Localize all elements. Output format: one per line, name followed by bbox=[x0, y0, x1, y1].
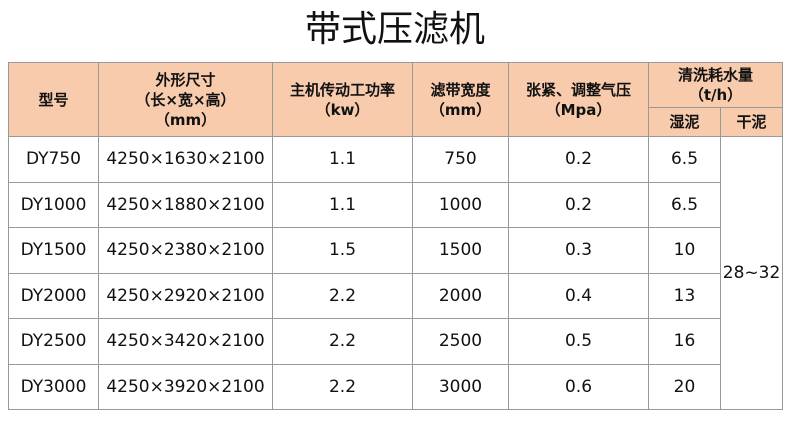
table-header: 型号 外形尺寸 （长×宽×高） （mm） 主机传动工功率 （kw） 滤带宽度 （mm） … bbox=[8, 62, 784, 137]
table-cell: DY3000 bbox=[8, 363, 99, 410]
header-line: （长×宽×高） bbox=[135, 90, 236, 109]
table-row: DY750 4250×1630×2100 1.1 750 0.2 6.5 28~32 bbox=[8, 136, 784, 410]
table-cell: DY2000 bbox=[8, 272, 99, 319]
header-line: （t/h） bbox=[688, 86, 743, 104]
table-cell: 6.5 bbox=[648, 181, 721, 228]
header-cell: 型号 bbox=[8, 62, 99, 137]
header-cell: 清洗耗水量 （t/h） bbox=[647, 62, 784, 108]
table-cell: 0.5 bbox=[508, 318, 649, 365]
table-row: DY3000 4250×3920×2100 2.2 3000 0.6 20 bbox=[8, 363, 783, 410]
table-cell: 4250×2920×2100 bbox=[98, 272, 273, 319]
table-cell: 13 bbox=[648, 272, 721, 319]
header-cell: 主机传动工功率 （kw） bbox=[272, 62, 413, 137]
header-line: 滤带宽度 bbox=[430, 80, 491, 99]
table-cell: 2.2 bbox=[272, 318, 413, 365]
header-line: 清洗耗水量 bbox=[678, 66, 754, 84]
table-cell: 20 bbox=[648, 363, 721, 410]
table-cell: 4250×2380×2100 bbox=[98, 227, 273, 274]
header-cell: 外形尺寸 （长×宽×高） （mm） bbox=[98, 62, 273, 137]
table-cell: 0.2 bbox=[508, 181, 649, 228]
table-cell: DY750 bbox=[8, 136, 99, 183]
table-cell: 16 bbox=[648, 318, 721, 365]
table-cell: 2.2 bbox=[272, 363, 413, 410]
table-cell: 750 bbox=[412, 136, 509, 183]
spec-table: 型号 外形尺寸 （长×宽×高） （mm） 主机传动工功率 （kw） 滤带宽度 （mm） … bbox=[8, 62, 784, 410]
table-cell: DY1500 bbox=[8, 227, 99, 274]
header-line: （kw） bbox=[315, 100, 370, 119]
header-line: （Mpa） bbox=[545, 100, 612, 119]
table-cell: 2000 bbox=[412, 272, 509, 319]
table-cell: 6.5 bbox=[648, 136, 721, 183]
table-cell: 4250×1630×2100 bbox=[98, 136, 273, 183]
table-row: DY2000 4250×2920×2100 2.2 2000 0.4 13 bbox=[8, 272, 783, 319]
table-cell: 2500 bbox=[412, 318, 509, 365]
table-cell: 1500 bbox=[412, 227, 509, 274]
table-cell: 4250×3420×2100 bbox=[98, 318, 273, 365]
table-cell: 1.1 bbox=[272, 136, 413, 183]
table-cell: 10 bbox=[648, 227, 721, 274]
header-line: （mm） bbox=[154, 110, 217, 129]
table-cell: 0.6 bbox=[508, 363, 649, 410]
table-cell: DY2500 bbox=[8, 318, 99, 365]
table-cell: 1000 bbox=[412, 181, 509, 228]
table-cell: 2.2 bbox=[272, 272, 413, 319]
header-line: 张紧、调整气压 bbox=[525, 80, 631, 99]
header-cell: 滤带宽度 （mm） bbox=[412, 62, 509, 137]
header-cell: 张紧、调整气压 （Mpa） bbox=[508, 62, 649, 137]
header-cell: 干泥 bbox=[719, 107, 784, 137]
table-row: DY1000 4250×1880×2100 1.1 1000 0.2 6.5 bbox=[8, 181, 783, 228]
table-cell: 4250×1880×2100 bbox=[98, 181, 273, 228]
table-cell: 28~32 bbox=[719, 136, 784, 410]
header-line: 主机传动工功率 bbox=[289, 80, 395, 99]
table-cell: 0.2 bbox=[508, 136, 649, 183]
table-cell: 3000 bbox=[412, 363, 509, 410]
table-cell: 4250×3920×2100 bbox=[98, 363, 273, 410]
table-body: DY750 4250×1630×2100 1.1 750 0.2 6.5 28~32 DY10… bbox=[8, 136, 784, 410]
table-cell: 1.5 bbox=[272, 227, 413, 274]
table-row: DY2500 4250×3420×2100 2.2 2500 0.5 16 bbox=[8, 318, 783, 365]
table-cell: DY1000 bbox=[8, 181, 99, 228]
title: 带式压滤机 bbox=[304, 9, 485, 50]
header-line: （mm） bbox=[429, 100, 492, 119]
header-cell: 湿泥 bbox=[648, 107, 721, 137]
header-line: 外形尺寸 bbox=[155, 70, 216, 89]
table-row: DY1500 4250×2380×2100 1.5 1500 0.3 10 bbox=[8, 227, 783, 274]
table-cell: 1.1 bbox=[272, 181, 413, 228]
table-cell: 0.3 bbox=[508, 227, 649, 274]
table-cell: 0.4 bbox=[508, 272, 649, 319]
